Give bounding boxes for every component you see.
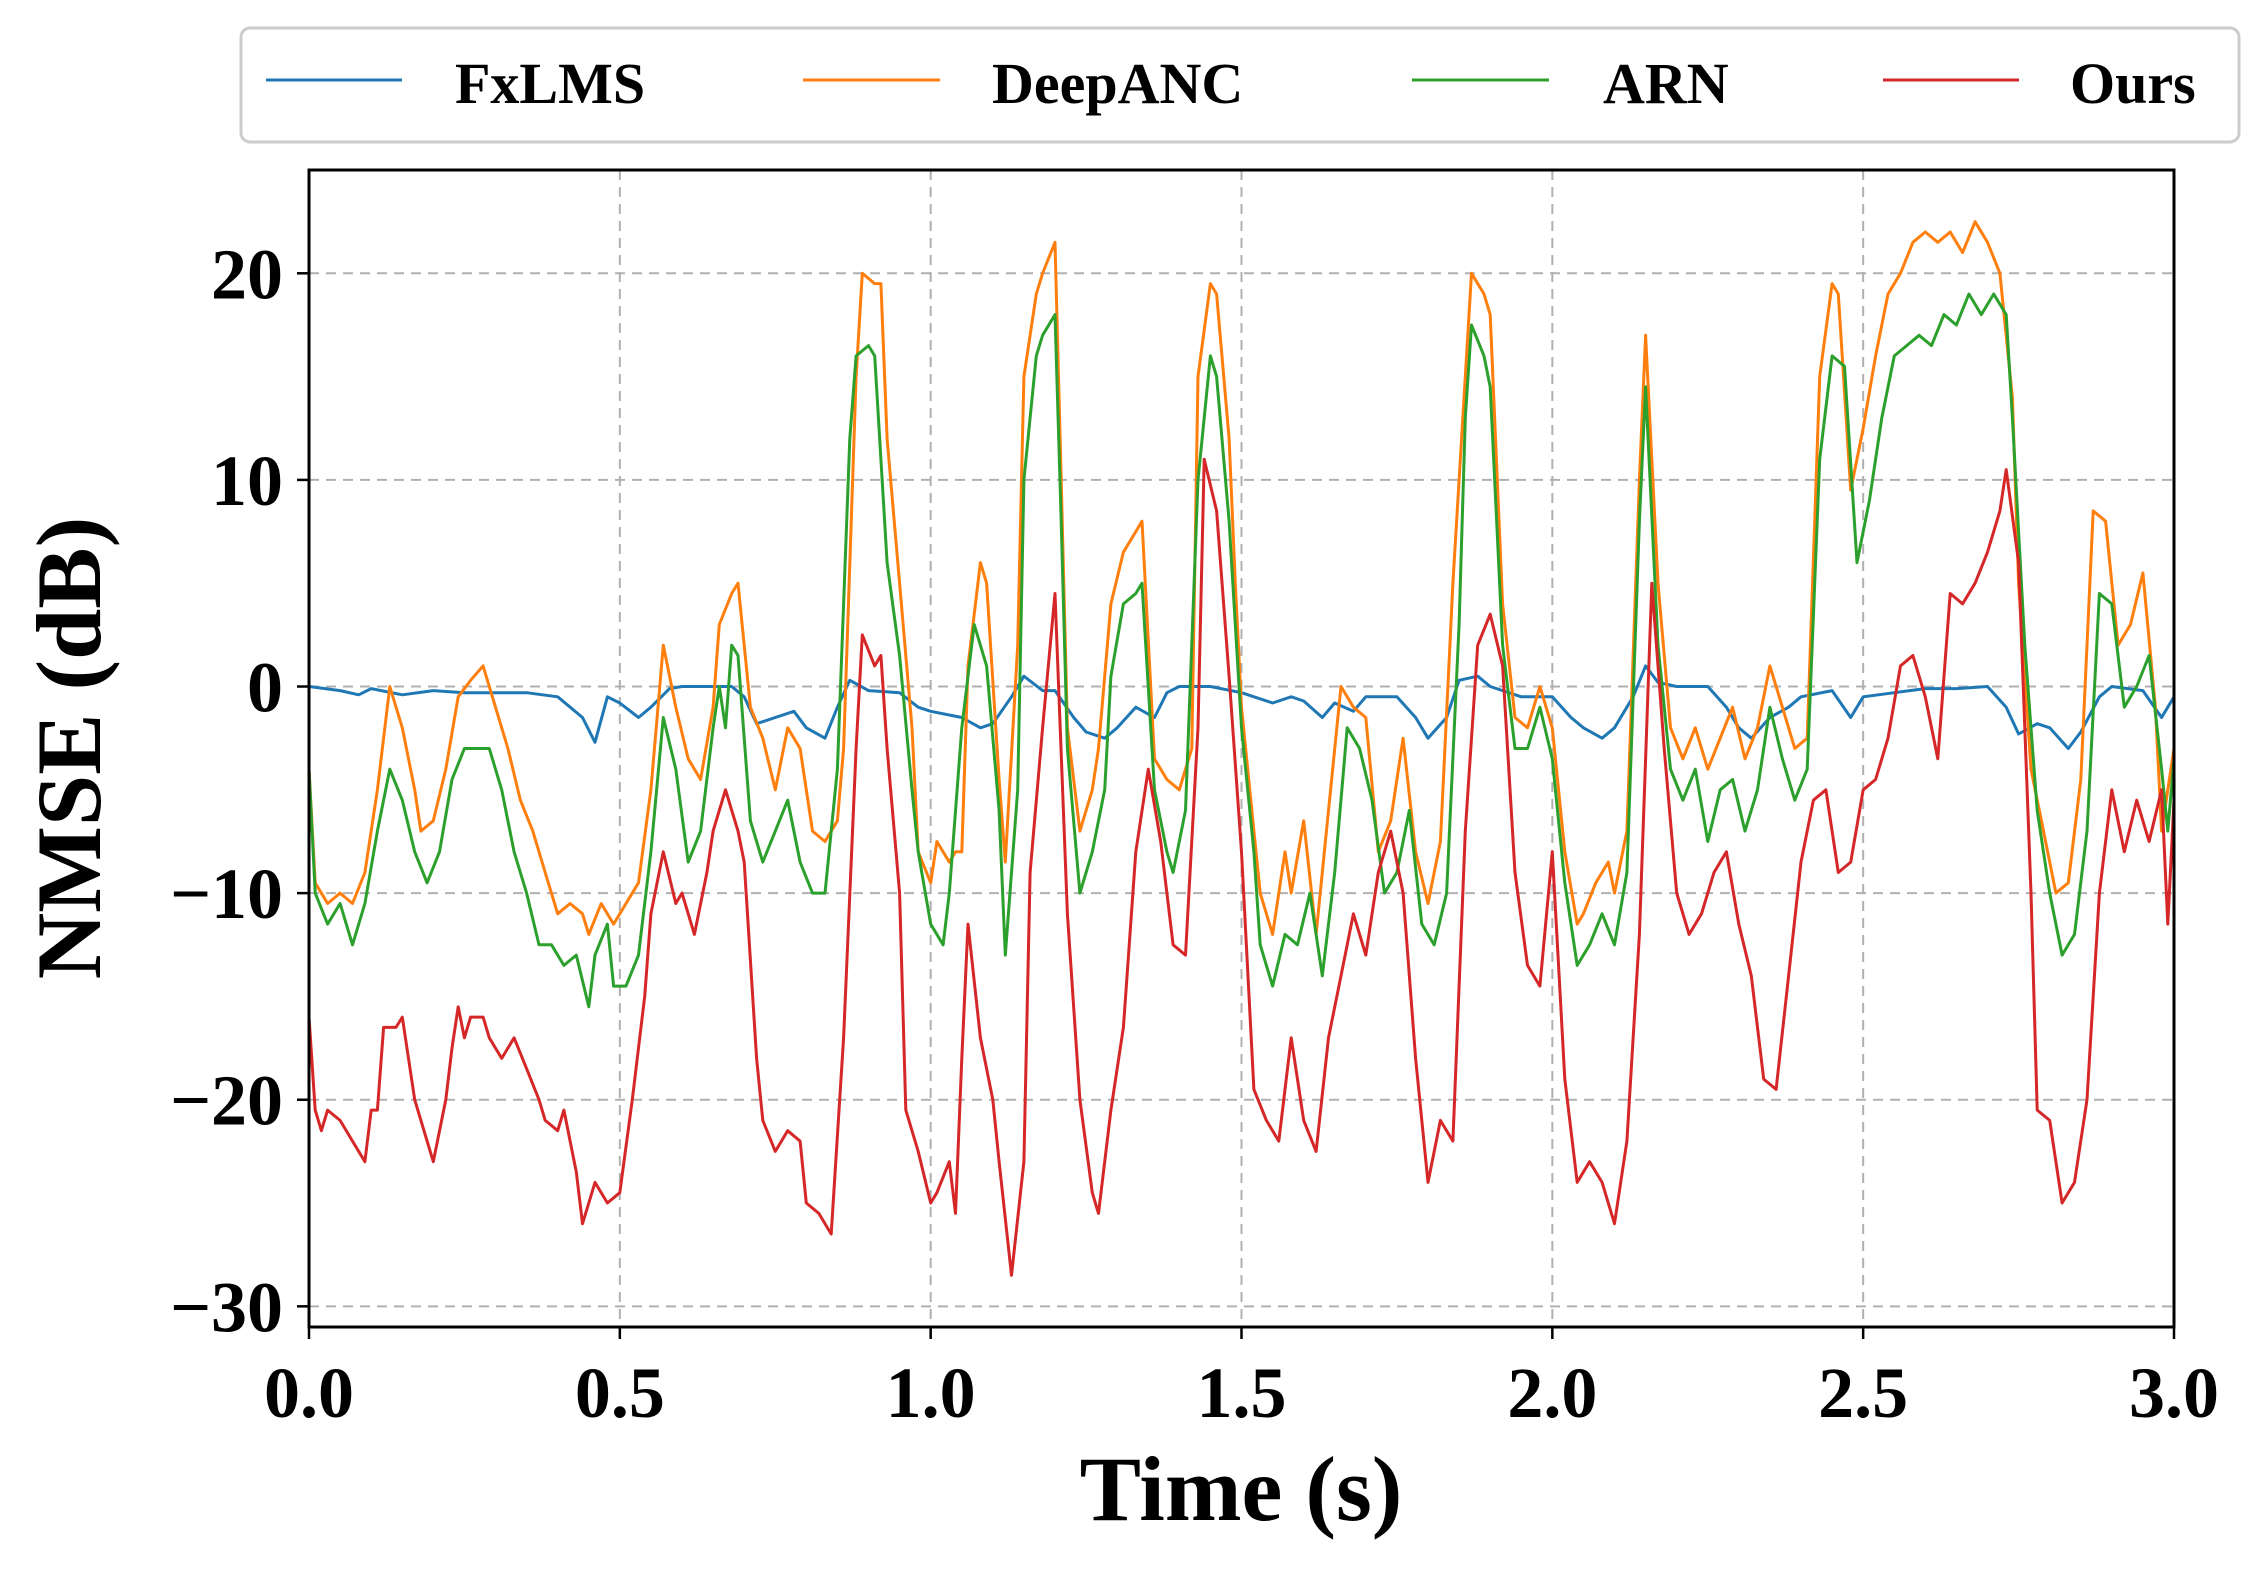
x-tick-label: 1.5 [1197, 1353, 1287, 1433]
x-tick-label: 1.0 [886, 1353, 976, 1433]
y-tick-label: −10 [170, 854, 283, 934]
legend-label-deepanc: DeepANC [992, 51, 1243, 116]
legend-label-fxlms: FxLMS [455, 51, 645, 116]
x-axis-label: Time (s) [1080, 1438, 1403, 1540]
y-tick-label: 0 [247, 648, 283, 728]
y-tick-label: −20 [170, 1061, 283, 1141]
legend-entry-fxlms: FxLMS [266, 51, 645, 116]
y-tick-label: 10 [211, 441, 283, 521]
legend-entry-arn: ARN [1412, 51, 1729, 116]
series-line-arn [309, 292, 2174, 1009]
y-tick-label: −30 [170, 1267, 283, 1347]
x-tick-label: 2.0 [1507, 1353, 1597, 1433]
legend-entry-ours: Ours [1883, 51, 2196, 116]
y-axis-ticks: −30 −20 −10 0 10 20 [170, 234, 309, 1347]
legend-label-arn: ARN [1603, 51, 1729, 116]
series-group [309, 220, 2174, 1277]
legend-box [239, 26, 2241, 144]
legend: FxLMS DeepANC ARN Ours [239, 26, 2241, 144]
series-line-ours [309, 457, 2174, 1277]
x-tick-label: 0.0 [264, 1353, 354, 1433]
x-tick-label: 2.5 [1818, 1353, 1908, 1433]
y-axis-label: NMSE (dB) [18, 517, 120, 980]
x-tick-label: 0.5 [575, 1353, 665, 1433]
y-tick-label: 20 [211, 234, 283, 314]
legend-label-ours: Ours [2070, 51, 2196, 116]
x-axis-ticks: 0.0 0.5 1.0 1.5 2.0 2.5 3.0 [264, 1327, 2219, 1433]
x-tick-label: 3.0 [2129, 1353, 2219, 1433]
series-line-deepanc [309, 220, 2174, 936]
legend-entry-deepanc: DeepANC [803, 51, 1243, 116]
